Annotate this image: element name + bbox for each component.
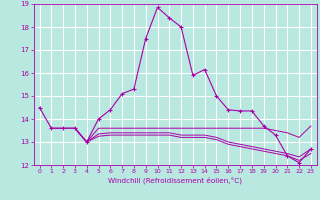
X-axis label: Windchill (Refroidissement éolien,°C): Windchill (Refroidissement éolien,°C) (108, 177, 242, 184)
